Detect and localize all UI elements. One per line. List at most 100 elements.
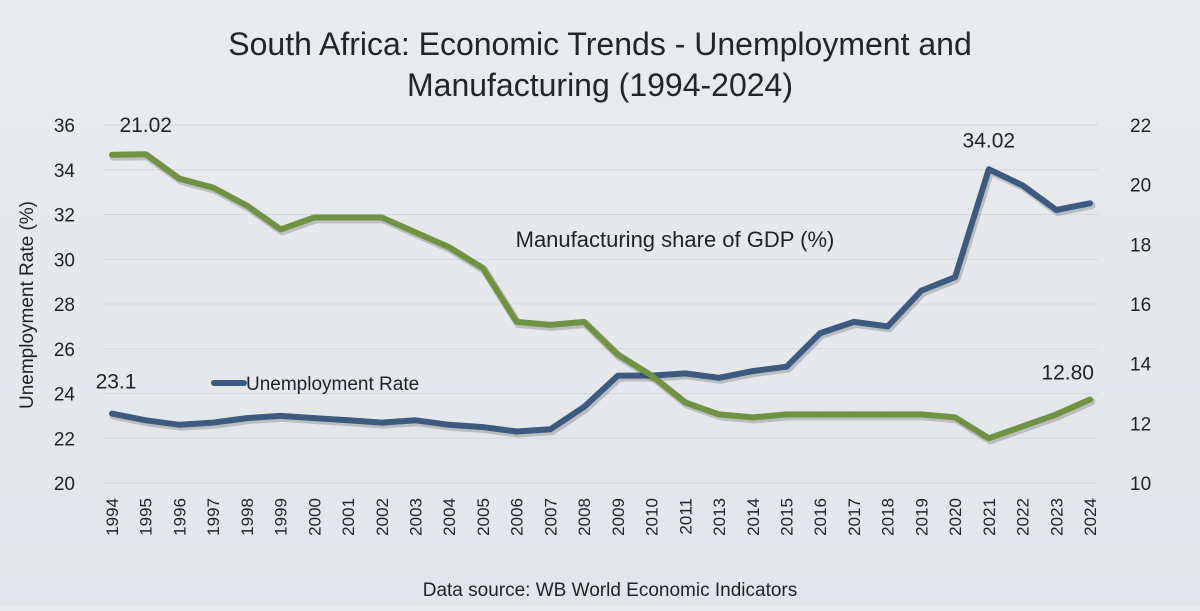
manufacturing-series-label: Manufacturing share of GDP (%) — [516, 227, 835, 252]
x-tick-label: 2020 — [946, 498, 965, 536]
data-point — [683, 371, 688, 376]
x-tick-label: 2013 — [710, 498, 729, 536]
x-tick-label: 2023 — [1047, 498, 1066, 536]
data-point — [716, 412, 722, 417]
right-y-tick-label: 22 — [1130, 116, 1151, 137]
data-point — [278, 227, 283, 232]
data-point — [885, 412, 890, 417]
x-tick-label: 2005 — [474, 498, 493, 536]
data-point — [514, 319, 519, 325]
x-tick-label: 1995 — [137, 498, 156, 536]
data-point — [1087, 201, 1093, 206]
data-point — [480, 424, 486, 430]
x-tick-label: 1994 — [103, 498, 122, 536]
data-point — [480, 266, 486, 271]
data-point — [109, 411, 115, 416]
data-point — [210, 420, 216, 425]
data-point — [615, 373, 621, 378]
x-tick-label: 1997 — [204, 498, 223, 536]
x-axis: 1994 1995 1996 1997 1998 1999 2000 2001 2002 2003… — [103, 498, 1100, 536]
data-point — [177, 422, 182, 428]
data-point — [447, 422, 452, 428]
data-point — [1054, 207, 1059, 213]
x-tick-label: 2009 — [609, 498, 628, 536]
left-y-tick-label: 28 — [54, 295, 75, 316]
x-tick-label: 2016 — [811, 498, 830, 536]
data-point — [379, 420, 384, 425]
x-tick-label: 2002 — [373, 498, 392, 536]
data-point — [885, 324, 890, 329]
data-point — [177, 176, 182, 181]
data-point — [919, 288, 924, 293]
x-tick-label: 2021 — [980, 498, 999, 536]
data-point — [851, 319, 857, 325]
data-point — [143, 418, 148, 423]
data-point — [818, 330, 823, 336]
x-tick-label: 2006 — [508, 498, 527, 536]
left-y-tick-label: 24 — [54, 385, 76, 406]
x-tick-label: 2010 — [643, 498, 662, 536]
x-tick-label: 1998 — [238, 498, 257, 536]
right-y-tick-label: 18 — [1130, 235, 1151, 256]
x-tick-label: 1996 — [170, 498, 189, 536]
data-point — [514, 429, 519, 434]
x-tick-label: 2017 — [845, 498, 864, 536]
data-point — [548, 322, 553, 328]
data-point — [818, 412, 823, 417]
series-labels: Unemployment Rate Manufacturing share of … — [211, 227, 835, 395]
data-label: 21.02 — [119, 114, 172, 137]
left-y-tick-label: 36 — [54, 116, 75, 137]
data-point — [1020, 424, 1025, 429]
data-point — [413, 230, 418, 235]
gridlines — [104, 124, 1098, 484]
data-point — [716, 375, 722, 381]
data-annotations: 21.02 23.1 34.02 12.80 — [96, 114, 1094, 393]
data-point — [312, 215, 317, 220]
data-point — [919, 412, 924, 417]
data-point — [851, 412, 857, 417]
data-point — [345, 418, 351, 423]
x-tick-label: 2003 — [407, 498, 426, 536]
x-tick-label: 2014 — [744, 498, 763, 536]
data-point — [244, 203, 250, 208]
left-y-tick-label: 32 — [54, 206, 75, 227]
left-y-axis: 20 22 24 26 28 30 32 34 36 — [54, 116, 76, 495]
manufacturing-line — [109, 151, 1093, 442]
x-tick-label: 2024 — [1081, 498, 1100, 536]
data-point — [750, 368, 755, 374]
data-point — [210, 185, 216, 190]
data-point — [952, 274, 958, 280]
left-y-tick-label: 20 — [54, 474, 75, 495]
left-y-tick-label: 26 — [54, 340, 75, 361]
chart-title-line-1: South Africa: Economic Trends - Unemploy… — [228, 26, 971, 62]
x-tick-label: 2019 — [912, 498, 931, 536]
data-point — [784, 412, 789, 417]
data-point — [986, 167, 992, 172]
right-y-tick-label: 10 — [1130, 474, 1151, 495]
x-tick-label: 1999 — [272, 498, 291, 536]
x-tick-label: 2015 — [777, 498, 796, 536]
data-point — [649, 373, 654, 378]
series-layer — [109, 151, 1096, 445]
data-label: 12.80 — [1041, 361, 1094, 384]
data-point — [312, 415, 317, 421]
data-point — [1087, 397, 1093, 402]
data-point — [109, 152, 115, 158]
left-y-tick-label: 22 — [54, 429, 75, 450]
x-tick-label: 2018 — [879, 498, 898, 536]
data-point — [1020, 183, 1025, 188]
right-y-tick-label: 12 — [1130, 414, 1151, 435]
data-point — [581, 319, 587, 325]
data-point — [447, 245, 452, 250]
right-y-tick-label: 14 — [1130, 355, 1152, 376]
data-point — [986, 436, 992, 441]
data-point — [413, 418, 418, 423]
data-label: 23.1 — [96, 371, 137, 394]
x-tick-label: 2007 — [541, 498, 560, 536]
unemployment-line — [109, 166, 1093, 435]
y-axis-label: Unemployment Rate (%) — [17, 201, 38, 409]
data-point — [548, 427, 553, 432]
data-point — [784, 364, 789, 369]
data-point — [581, 404, 587, 410]
